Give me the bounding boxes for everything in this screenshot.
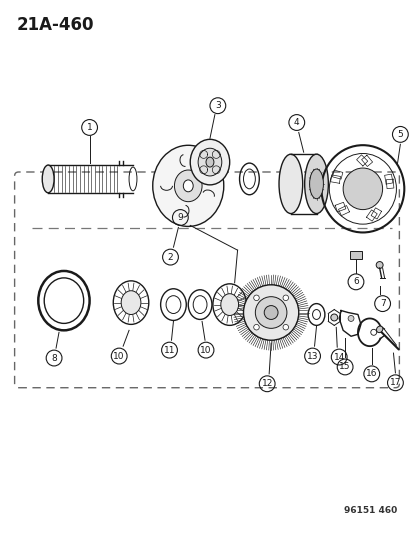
Circle shape [243, 285, 298, 340]
Circle shape [330, 314, 337, 321]
Text: 17: 17 [389, 378, 400, 387]
Circle shape [347, 316, 353, 321]
Bar [349, 251, 361, 259]
Text: 4: 4 [293, 118, 299, 127]
Text: 11: 11 [164, 345, 175, 354]
Ellipse shape [206, 157, 214, 167]
Ellipse shape [174, 170, 202, 201]
Text: 3: 3 [214, 101, 220, 110]
Ellipse shape [375, 326, 382, 333]
Ellipse shape [183, 180, 193, 192]
Text: 6: 6 [352, 277, 358, 286]
Circle shape [282, 325, 288, 330]
Ellipse shape [220, 294, 238, 316]
Circle shape [263, 305, 278, 319]
Ellipse shape [304, 154, 328, 214]
Text: 96151 460: 96151 460 [343, 506, 396, 515]
Text: 14: 14 [333, 352, 344, 361]
Ellipse shape [198, 148, 221, 176]
Text: 1: 1 [86, 123, 92, 132]
Text: 12: 12 [261, 379, 272, 388]
Text: 5: 5 [396, 130, 402, 139]
Text: 16: 16 [365, 369, 377, 378]
Circle shape [375, 262, 382, 269]
Ellipse shape [278, 154, 302, 214]
Ellipse shape [121, 290, 140, 314]
Text: 13: 13 [306, 352, 318, 360]
Circle shape [282, 295, 288, 301]
Ellipse shape [309, 169, 323, 199]
Ellipse shape [342, 168, 382, 209]
Circle shape [255, 297, 286, 328]
Circle shape [253, 295, 259, 301]
Text: 2: 2 [167, 253, 173, 262]
Text: 10: 10 [200, 345, 211, 354]
Text: 8: 8 [51, 353, 57, 362]
Text: 9: 9 [177, 213, 183, 222]
Text: 10: 10 [113, 352, 125, 360]
Text: 21A-460: 21A-460 [17, 15, 94, 34]
Text: 7: 7 [379, 299, 385, 308]
Circle shape [253, 325, 259, 330]
Ellipse shape [42, 165, 54, 193]
Ellipse shape [152, 146, 223, 227]
Ellipse shape [190, 139, 229, 185]
Text: 15: 15 [339, 362, 350, 372]
